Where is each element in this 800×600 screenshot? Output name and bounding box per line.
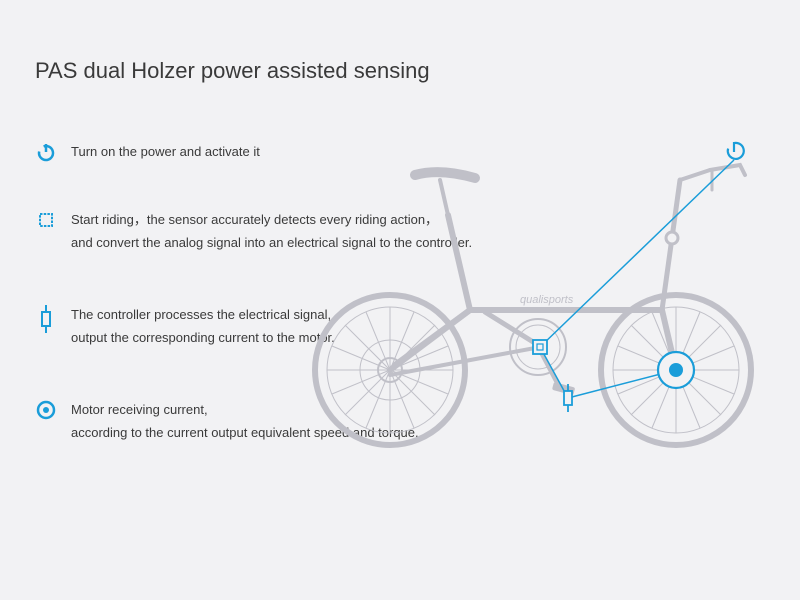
power-icon (35, 141, 57, 168)
sensor-marker (533, 340, 547, 354)
controller-icon (35, 304, 57, 339)
page-title: PAS dual Holzer power assisted sensing (35, 58, 430, 84)
bike-diagram: qualisports (270, 120, 770, 470)
brand-label: qualisports (520, 294, 574, 306)
motor-marker (658, 352, 694, 388)
power-marker (725, 140, 747, 162)
chip-icon (35, 209, 57, 236)
motor-icon (35, 399, 57, 426)
